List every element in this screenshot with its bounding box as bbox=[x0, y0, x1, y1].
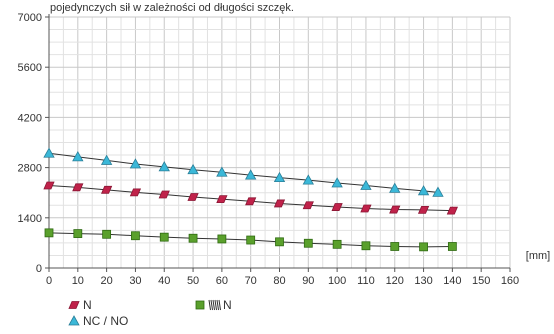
x-tick-label: 120 bbox=[386, 275, 404, 287]
y-tick-label: 4200 bbox=[18, 112, 42, 124]
data-point bbox=[102, 229, 112, 239]
x-tick-label: 70 bbox=[245, 275, 257, 287]
data-point bbox=[331, 177, 343, 188]
x-tick-label: 50 bbox=[187, 275, 199, 287]
legend-marker bbox=[195, 300, 205, 310]
data-point bbox=[101, 185, 113, 194]
legend-marker bbox=[68, 301, 80, 309]
spring-coil bbox=[216, 299, 219, 311]
legend-label: N bbox=[223, 298, 232, 312]
x-tick-label: 20 bbox=[101, 275, 113, 287]
data-point bbox=[303, 238, 313, 248]
data-point bbox=[129, 158, 142, 169]
x-tick-label: 80 bbox=[273, 275, 285, 287]
y-tick-label: 7000 bbox=[18, 12, 42, 24]
spring-icon bbox=[208, 299, 221, 311]
spring-coil bbox=[218, 299, 221, 311]
series-0 bbox=[43, 147, 444, 197]
data-point bbox=[447, 242, 457, 251]
series-1 bbox=[43, 181, 458, 215]
series-2 bbox=[44, 228, 457, 252]
data-point bbox=[273, 171, 286, 183]
legend-item-2: NC / NO bbox=[68, 314, 128, 328]
x-tick-label: 160 bbox=[501, 275, 519, 287]
data-point bbox=[417, 206, 430, 214]
data-point bbox=[389, 182, 401, 193]
data-point bbox=[187, 163, 199, 175]
x-tick-label: 90 bbox=[302, 275, 314, 287]
data-point bbox=[390, 242, 400, 251]
chart-legend: N N NC / NO bbox=[68, 298, 232, 328]
data-point bbox=[246, 235, 256, 245]
data-point bbox=[389, 205, 401, 214]
x-axis-label: [mm] bbox=[526, 250, 550, 262]
chart-ticks: 0 1400 2800 4200 5600 7000 0 10 20 30 40 50 60 70 80 90… bbox=[18, 12, 551, 287]
data-point bbox=[273, 199, 286, 208]
data-point bbox=[158, 190, 170, 199]
x-tick-label: 30 bbox=[129, 275, 141, 287]
y-tick-label: 1400 bbox=[18, 213, 42, 225]
data-point bbox=[72, 151, 84, 162]
data-point bbox=[159, 232, 169, 242]
data-point bbox=[72, 183, 84, 192]
data-point bbox=[188, 233, 198, 243]
data-point bbox=[44, 228, 54, 238]
data-point bbox=[216, 195, 228, 204]
data-point bbox=[446, 206, 458, 215]
x-tick-label: 10 bbox=[72, 275, 84, 287]
x-tick-label: 110 bbox=[357, 275, 375, 287]
data-point bbox=[129, 188, 142, 197]
spring-coil bbox=[210, 299, 213, 311]
data-point bbox=[43, 181, 55, 190]
y-tick-label: 0 bbox=[36, 263, 42, 275]
data-point bbox=[360, 179, 372, 190]
data-point bbox=[432, 186, 444, 197]
data-point bbox=[302, 201, 314, 210]
data-point bbox=[131, 231, 140, 241]
data-point bbox=[100, 154, 113, 165]
data-point bbox=[361, 241, 371, 251]
data-point bbox=[43, 147, 55, 158]
data-point bbox=[158, 161, 170, 172]
chart-title: pojedynczych sił w zależności od długośc… bbox=[50, 2, 294, 14]
data-point bbox=[245, 169, 257, 180]
data-point bbox=[217, 234, 227, 244]
spring-coil bbox=[214, 299, 217, 311]
spring-coil bbox=[208, 299, 211, 311]
data-point bbox=[73, 229, 83, 238]
x-tick-label: 130 bbox=[414, 275, 432, 287]
x-tick-label: 40 bbox=[158, 275, 170, 287]
x-tick-label: 140 bbox=[443, 275, 461, 287]
data-point bbox=[302, 174, 314, 185]
data-point bbox=[245, 197, 257, 206]
data-point bbox=[331, 203, 343, 211]
data-point bbox=[187, 193, 199, 201]
data-point bbox=[360, 204, 372, 213]
data-point bbox=[275, 237, 284, 247]
x-tick-label: 0 bbox=[46, 275, 52, 287]
chart-series bbox=[43, 147, 458, 252]
y-tick-label: 5600 bbox=[18, 62, 42, 74]
legend-item-0: N bbox=[68, 298, 92, 312]
chart-grid bbox=[48, 16, 511, 269]
y-tick-label: 2800 bbox=[18, 163, 42, 175]
data-point bbox=[332, 239, 342, 249]
legend-label: N bbox=[83, 298, 92, 312]
x-tick-label: 100 bbox=[328, 275, 346, 287]
data-point bbox=[417, 185, 430, 196]
data-point bbox=[419, 242, 428, 252]
spring-coil bbox=[212, 299, 215, 311]
x-tick-label: 150 bbox=[472, 275, 490, 287]
legend-label: NC / NO bbox=[83, 314, 128, 328]
data-point bbox=[216, 166, 228, 177]
legend-item-1: N bbox=[195, 298, 232, 312]
x-tick-label: 60 bbox=[216, 275, 228, 287]
legend-marker bbox=[68, 315, 80, 326]
